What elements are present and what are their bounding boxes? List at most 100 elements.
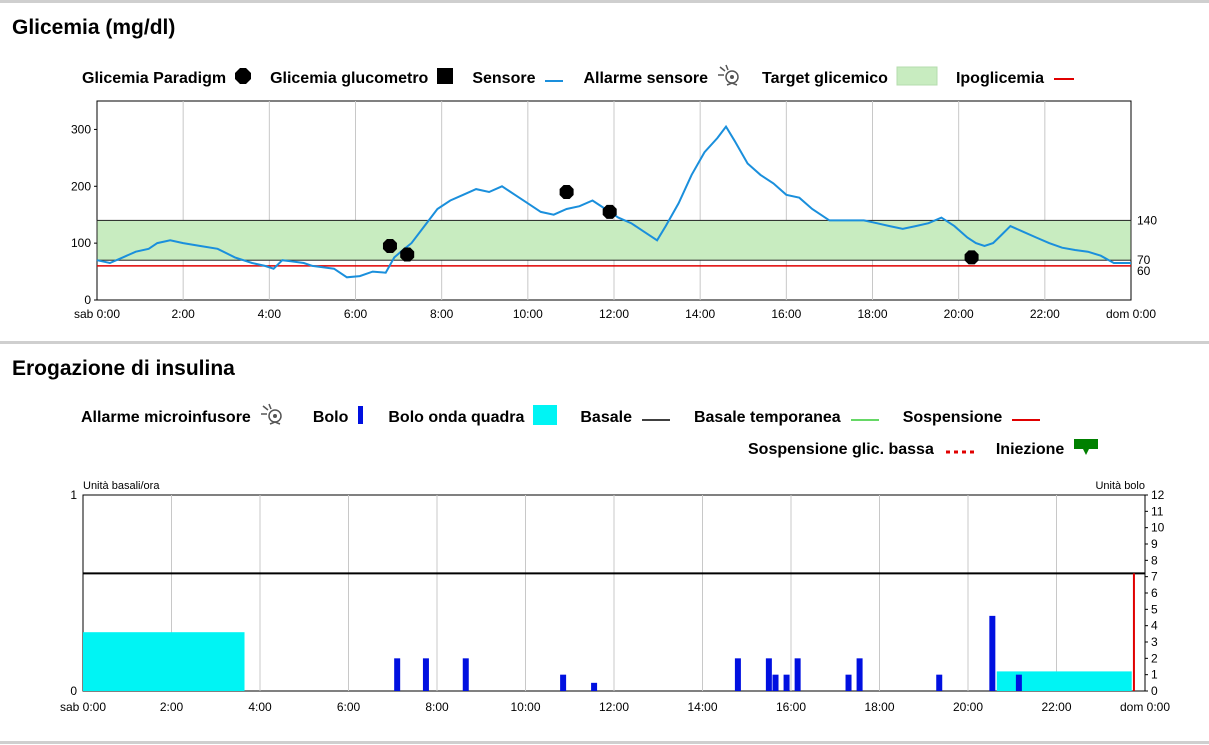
insulin-right-tick-label: 10 <box>1151 521 1165 535</box>
legend-basal-label: Basale <box>580 408 632 426</box>
legend-target-swatch-icon <box>896 66 938 91</box>
legend-glucometer-label: Glicemia glucometro <box>270 69 429 87</box>
glucometer-glucose-point <box>400 247 415 262</box>
legend-injection-label: Iniezione <box>995 440 1065 458</box>
insulin-right-tick-label: 4 <box>1151 619 1158 633</box>
insulin-x-tick-label: 4:00 <box>248 700 272 714</box>
legend-bolus-label: Bolo <box>312 408 349 426</box>
bolus-bar <box>783 674 790 691</box>
legend-sensor-alarm-icon <box>716 63 744 94</box>
glucose-x-tick-label: 22:00 <box>1030 307 1060 321</box>
insulin-x-tick-label: 20:00 <box>953 700 983 714</box>
bolus-bar <box>794 658 801 691</box>
legend-suspend-line-icon <box>1010 406 1042 429</box>
glucose-x-tick-label: dom 0:00 <box>1106 307 1156 321</box>
bottom-divider <box>0 741 1209 744</box>
insulin-legend-row1: Allarme microinfusore Bolo Bolo onda qua… <box>81 402 1042 433</box>
insulin-x-tick-label: dom 0:00 <box>1120 700 1170 714</box>
legend-square-bolus-swatch-icon <box>532 404 558 431</box>
bolus-bar <box>422 658 429 691</box>
legend-glucometer-square-icon <box>436 67 454 90</box>
glucose-section-title: Glicemia (mg/dl) <box>12 16 176 39</box>
insulin-x-tick-label: 22:00 <box>1041 700 1071 714</box>
insulin-x-tick-label: 12:00 <box>599 700 629 714</box>
glucose-x-tick-label: 10:00 <box>513 307 543 321</box>
bolus-bar <box>856 658 863 691</box>
glucose-y-tick-label: 200 <box>71 179 91 193</box>
glucose-x-tick-label: 8:00 <box>430 307 454 321</box>
glucose-y-tick-label: 100 <box>71 236 91 250</box>
legend-suspend-low-dotted-icon <box>942 438 976 461</box>
legend-basal-line-icon <box>640 406 672 429</box>
insulin-right-tick-label: 1 <box>1151 668 1158 682</box>
glucometer-glucose-point <box>964 250 979 265</box>
glucose-x-tick-label: 6:00 <box>344 307 368 321</box>
insulin-right-tick-label: 3 <box>1151 635 1158 649</box>
glucose-y-tick-label: 0 <box>84 293 91 307</box>
square-wave-bolus <box>996 671 1132 691</box>
insulin-right-tick-label: 0 <box>1151 684 1158 698</box>
insulin-x-tick-label: 6:00 <box>337 700 361 714</box>
legend-bolus-bar-icon <box>356 404 366 431</box>
legend-suspend-label: Sospensione <box>902 408 1003 426</box>
bolus-bar <box>936 674 943 691</box>
insulin-right-tick-label: 8 <box>1151 553 1158 567</box>
legend-target-label: Target glicemico <box>761 69 888 87</box>
insulin-section-title: Erogazione di insulina <box>12 357 235 380</box>
insulin-right-tick-label: 12 <box>1151 488 1165 502</box>
insulin-x-tick-label: 2:00 <box>160 700 184 714</box>
paradigm-glucose-point <box>602 204 617 219</box>
glucose-x-tick-label: 2:00 <box>171 307 195 321</box>
square-wave-bolus <box>83 632 245 691</box>
right-axis-label: Unità bolo <box>1095 480 1145 492</box>
insulin-x-tick-label: 8:00 <box>425 700 449 714</box>
target-range-band <box>96 219 1132 261</box>
glucose-x-tick-label: 4:00 <box>258 307 282 321</box>
top-divider <box>0 0 1209 3</box>
legend-suspend-low-label: Sospensione glic. bassa <box>748 440 934 458</box>
legend-hypo-line-icon <box>1052 67 1076 90</box>
bolus-bar <box>462 658 469 691</box>
glucose-x-tick-label: sab 0:00 <box>74 307 120 321</box>
bolus-bar <box>772 674 779 691</box>
bolus-bar <box>765 658 772 691</box>
legend-paradigm-dot-icon <box>234 67 252 90</box>
insulin-right-tick-label: 6 <box>1151 586 1158 600</box>
middle-divider <box>0 341 1209 344</box>
bolus-bar <box>734 658 741 691</box>
bolus-bar <box>560 674 567 691</box>
legend-hypo-label: Ipoglicemia <box>955 69 1044 87</box>
insulin-chart: Unità basali/ora Unità bolo sab 0:00 2:00… <box>60 480 1170 714</box>
bolus-bar <box>591 682 598 691</box>
legend-temp-basal-line-icon <box>849 406 881 429</box>
bolus-bar <box>394 658 401 691</box>
insulin-x-tick-label: sab 0:00 <box>60 700 106 714</box>
glucose-x-tick-label: 16:00 <box>771 307 801 321</box>
glucose-chart: sab 0:00 2:00 4:00 6:00 8:00 10:00 12:00 14:00 1… <box>71 100 1157 321</box>
legend-sensor-label: Sensore <box>472 69 536 87</box>
insulin-x-tick-label: 14:00 <box>687 700 717 714</box>
glucose-right-tick-label: 140 <box>1137 213 1157 227</box>
insulin-left-tick-label: 1 <box>70 488 77 502</box>
bolus-bar <box>1015 674 1022 691</box>
insulin-right-tick-label: 11 <box>1151 504 1164 518</box>
insulin-legend-row2: Sospensione glic. bassa Iniezione <box>748 437 1100 462</box>
legend-sensor-alarm-label: Allarme sensore <box>583 69 708 87</box>
legend-injection-flag-icon <box>1072 437 1100 462</box>
left-axis-label: Unità basali/ora <box>83 480 160 492</box>
legend-temp-basal-label: Basale temporanea <box>693 408 841 426</box>
bolus-bar <box>845 674 852 691</box>
glucose-x-tick-label: 12:00 <box>599 307 629 321</box>
glucose-right-tick-label: 60 <box>1137 264 1151 278</box>
insulin-x-tick-label: 16:00 <box>776 700 806 714</box>
legend-pump-alarm-label: Allarme microinfusore <box>81 408 251 426</box>
legend-sensor-line-icon <box>543 67 565 90</box>
insulin-right-tick-label: 5 <box>1151 602 1158 616</box>
insulin-x-tick-label: 10:00 <box>510 700 540 714</box>
glucose-x-tick-label: 20:00 <box>944 307 974 321</box>
insulin-left-tick-label: 0 <box>70 684 77 698</box>
glucose-x-tick-label: 14:00 <box>685 307 715 321</box>
glucose-y-tick-label: 300 <box>71 122 91 136</box>
insulin-x-tick-label: 18:00 <box>864 700 894 714</box>
paradigm-glucose-point <box>382 238 397 253</box>
